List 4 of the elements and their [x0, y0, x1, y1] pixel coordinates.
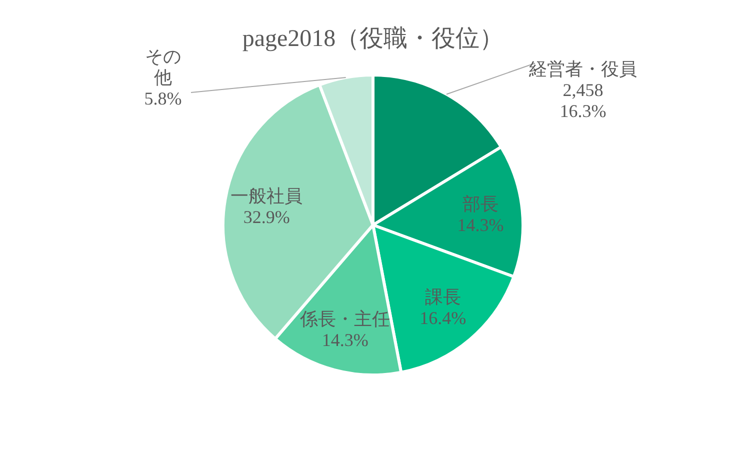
data-label: 5.8% [144, 88, 182, 108]
slice-label: 経営者・役員 [528, 59, 637, 80]
slice-label: その他 [145, 46, 181, 88]
data-label: 2,458 16.3% [560, 80, 606, 122]
